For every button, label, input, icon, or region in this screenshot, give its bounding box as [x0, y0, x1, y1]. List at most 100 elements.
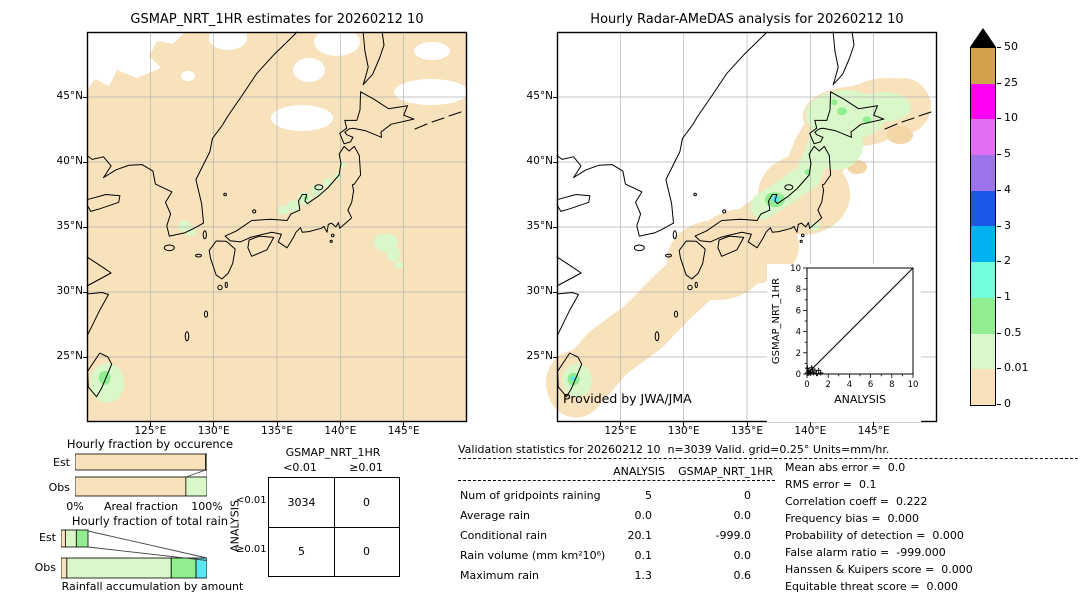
lon-tick-mark [873, 422, 875, 426]
data-credit: Provided by JWA/JMA [563, 391, 692, 406]
overflow-triangle-icon [970, 28, 996, 47]
colorbar-tick-label: 2 [1004, 254, 1011, 268]
lon-tick-label: 130°E [197, 425, 230, 437]
totalrain-est-label: Est [39, 531, 56, 544]
scatter-point [809, 365, 815, 371]
scatter-inset-panel: 0 0 2 2 4 4 6 6 8 8 10 10 ANALYSIS GSMAP_NRT_1HR [767, 264, 921, 422]
one-to-one-line [806, 267, 914, 375]
lat-tick-mark [553, 291, 557, 293]
lon-tick-label: 140°E [794, 425, 827, 437]
occurrence-obs-label: Obs [48, 481, 70, 494]
scatter-point [816, 367, 822, 373]
summary-stat: Correlation coeff = 0.222 [785, 495, 928, 508]
colorbar-tick-mark [997, 118, 1001, 120]
connector-line [87, 530, 207, 559]
inset-y-tick-label: 0 [796, 370, 801, 380]
summary-stat: Hanssen & Kuipers score = 0.000 [785, 563, 973, 576]
lat-tick-label: 30°N [526, 285, 553, 297]
lon-tick-label: 145°E [387, 425, 420, 437]
summary-stat: Probability of detection = 0.000 [785, 529, 964, 542]
lat-tick-mark [553, 96, 557, 98]
colorbar-tick-label: 0.01 [1004, 361, 1029, 375]
validation-cell: 0.6 [733, 569, 752, 582]
lon-tick-label: 145°E [857, 425, 890, 437]
lat-tick-label: 35°N [526, 220, 553, 232]
totalrain-bars [61, 529, 207, 579]
occurrence-axis-label: Areal fraction [103, 500, 179, 513]
summary-stat: RMS error = 0.1 [785, 478, 877, 491]
occurrence-axis-max: 100% [191, 500, 223, 513]
contingency-cell-01: 0 [363, 496, 370, 509]
occurrence-est-label: Est [53, 456, 70, 469]
colorbar-segment [971, 262, 995, 298]
contingency-row-label-ge: ≥0.01 [236, 544, 267, 555]
summary-stat: False alarm ratio = -999.000 [785, 546, 946, 559]
validation-summary: Mean abs error = 0.0 RMS error = 0.1 Corre… [785, 461, 1077, 597]
colorbar-segment [971, 333, 995, 370]
lon-tick-mark [213, 422, 215, 426]
graticule [557, 32, 937, 422]
colorbar-segment [971, 155, 995, 191]
bar-segment [75, 453, 207, 471]
summary-stat: Frequency bias = 0.000 [785, 512, 920, 525]
validation-cell: 0.1 [634, 549, 653, 562]
validation-cell: 0.0 [733, 509, 752, 522]
lat-tick-label: 40°N [526, 155, 553, 167]
colorbar-tick-mark [997, 368, 1001, 370]
inset-x-tick-label: 0 [804, 380, 809, 390]
inset-x-tick-label: 4 [847, 380, 852, 390]
validation-row: Maximum rain 1.3 0.6 [458, 566, 778, 586]
lon-tick-label: 135°E [731, 425, 763, 437]
map-border [556, 31, 938, 423]
lat-tick-mark [83, 356, 87, 358]
validation-cell: 1.3 [634, 569, 653, 582]
scatter-point [804, 365, 811, 371]
bar-segment [64, 529, 77, 548]
validation-rows: Num of gridpoints raining 5 0 Average rain 0… [458, 486, 778, 586]
colorbar-tick-label: 4 [1004, 182, 1011, 196]
header-divider [458, 480, 775, 481]
lat-tick-mark [83, 291, 87, 293]
colorbar-segment [971, 297, 995, 334]
totalrain-caption: Rainfall accumulation by amount [61, 580, 244, 593]
lon-tick-mark [619, 422, 621, 426]
inset-x-tick-label: 8 [889, 380, 894, 390]
lon-tick-mark [276, 422, 278, 426]
connector-line [185, 469, 206, 478]
bar-segment [66, 557, 172, 579]
lon-tick-mark [149, 422, 151, 426]
scatter-point [818, 370, 824, 376]
validation-cell: Num of gridpoints raining [460, 489, 601, 502]
lat-tick-mark [83, 226, 87, 228]
bar-segment [75, 529, 89, 548]
inset-y-tick-label: 2 [796, 349, 801, 359]
totalrain-obs-label: Obs [34, 561, 56, 574]
contingency-col-label-lt: <0.01 [283, 461, 317, 474]
lat-tick-label: 25°N [56, 350, 83, 362]
contingency-cell-00: 3034 [287, 496, 316, 509]
colorbar-segment [971, 48, 995, 84]
colorbar-tick-mark [997, 47, 1001, 48]
colorbar-tick-mark [997, 296, 1001, 298]
inset-ylabel: GSMAP_NRT_1HR [771, 278, 782, 364]
colorbar-tick-mark [997, 261, 1001, 263]
map-border [86, 31, 468, 423]
validation-cell: Maximum rain [460, 569, 539, 582]
lon-tick-label: 140°E [324, 425, 357, 437]
inset-y-tick-label: 4 [796, 328, 801, 338]
lat-tick-mark [553, 226, 557, 228]
connector-line [87, 546, 207, 561]
colorbar-tick-label: 5 [1004, 147, 1011, 161]
colorbar-segment [971, 369, 995, 405]
no-data-patches [87, 26, 468, 131]
lat-tick-mark [83, 161, 87, 163]
bar-segment [75, 476, 187, 497]
bar-segment [61, 529, 66, 548]
colorbar-segment [971, 83, 995, 120]
bar-segment [205, 453, 207, 471]
validation-cell: Conditional rain [460, 529, 548, 542]
validation-col-gsmap: GSMAP_NRT_1HR [678, 465, 773, 478]
lon-tick-mark [403, 422, 405, 426]
inset-xlabel: ANALYSIS [834, 393, 886, 406]
